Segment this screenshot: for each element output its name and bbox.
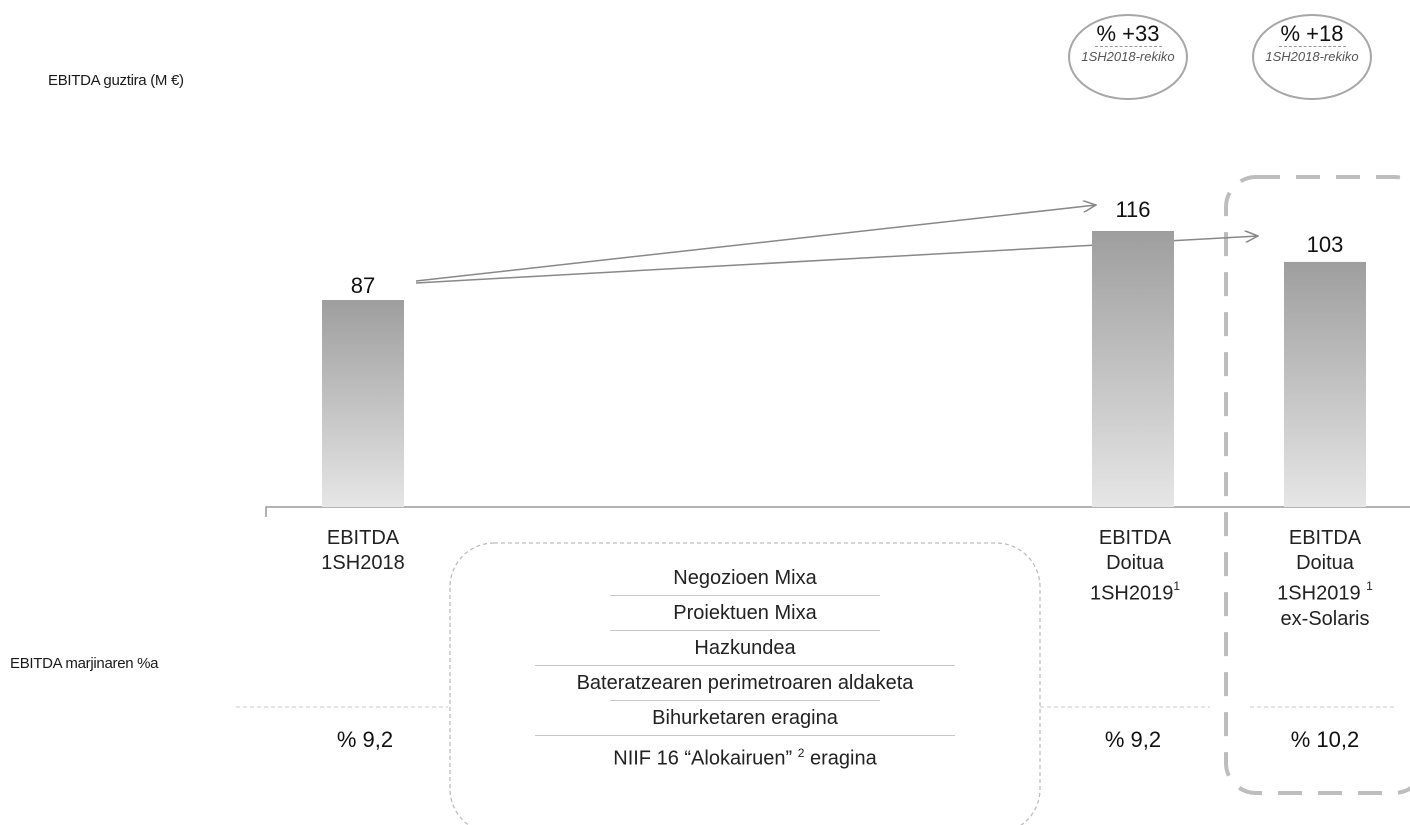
drivers-list: Negozioen Mixa Proiektuen Mixa Hazkundea… [500,561,990,776]
margin-1sh2018: % 9,2 [336,727,394,752]
highlight-box [1224,175,1410,795]
driver-item: NIIF 16 “Alokairuen” 2 eragina [613,746,877,770]
driver-item: Bateratzearen perimetroaren aldaketa [576,672,914,694]
margin-ex-solaris: % 10,2 [1290,727,1360,752]
footnote-marker: 1 [1366,579,1373,593]
driver-divider [610,595,880,596]
growth-note: 1SH2018-rekiko [1265,49,1359,64]
driver-item: Negozioen Mixa [673,567,817,589]
driver-divider [610,630,880,631]
value-label-ex-solaris: 103 [1306,232,1344,257]
category-label-adjusted: EBITDA Doitua 1SH20191 [1089,527,1181,605]
driver-item: Hazkundea [694,637,796,659]
bar-1sh2018 [322,300,404,507]
driver-divider [535,665,955,666]
driver-item: Bihurketaren eragina [652,707,838,729]
drivers-box [449,542,1041,825]
driver-divider [535,735,955,736]
margin-adjusted: % 9,2 [1104,727,1162,752]
bar-adjusted [1092,231,1174,507]
bar-ex-solaris [1284,261,1366,507]
growth-value: % +18 [1278,21,1346,47]
growth-arrow-1 [415,205,1096,282]
category-label-1sh2018: EBITDA 1SH2018 [321,527,405,574]
value-label-adjusted: 116 [1115,197,1151,222]
footnote-marker: 2 [797,746,805,760]
margin-row-label: EBITDA marjinaren %a [10,655,159,672]
category-label-ex-solaris: EBITDA Doitua 1SH2019 1 ex-Solaris [1277,527,1373,630]
x-axis-baseline [265,506,1410,517]
growth-note: 1SH2018-rekiko [1081,49,1175,64]
chart-title: EBITDA guztira (M €) [48,72,184,89]
value-label-1sh2018: 87 [350,273,376,298]
footnote-marker: 1 [1173,579,1181,593]
growth-bubble-1: % +33 1SH2018-rekiko [1068,14,1188,100]
growth-bubble-2: % +18 1SH2018-rekiko [1252,14,1372,100]
driver-item: Proiektuen Mixa [673,602,817,624]
driver-divider [610,700,880,701]
growth-value: % +33 [1094,21,1162,47]
